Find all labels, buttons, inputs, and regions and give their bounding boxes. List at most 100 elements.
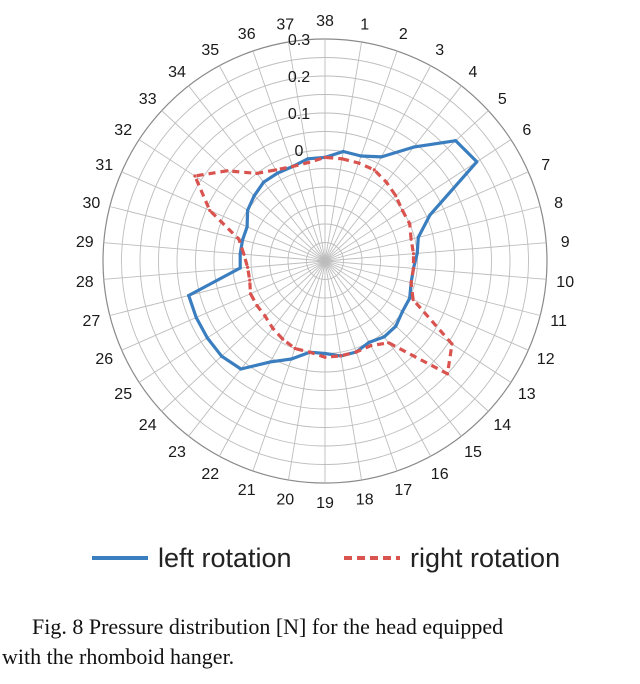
legend: left rotation right rotation bbox=[0, 536, 640, 580]
data-point-0-34 bbox=[275, 171, 280, 175]
data-point-0-25 bbox=[194, 315, 198, 320]
data-point-1-7 bbox=[409, 237, 413, 241]
category-label: 36 bbox=[238, 26, 256, 43]
data-point-0-36 bbox=[306, 157, 310, 161]
radial-tick-label: 0.3 bbox=[288, 32, 310, 49]
data-point-0-2 bbox=[379, 155, 383, 159]
category-label: 31 bbox=[95, 157, 113, 174]
category-label: 1 bbox=[360, 16, 369, 33]
data-point-0-22 bbox=[239, 367, 243, 371]
category-label: 13 bbox=[518, 386, 536, 403]
grid-spoke bbox=[324, 139, 512, 262]
grid-spoke bbox=[103, 260, 326, 280]
grid-spoke bbox=[288, 41, 326, 262]
grid-spoke bbox=[324, 85, 462, 262]
caption-line-1: Fig. 8 Pressure distribution [N] for the… bbox=[32, 614, 504, 639]
data-point-0-13 bbox=[394, 324, 398, 328]
category-label: 21 bbox=[238, 482, 256, 499]
data-point-1-11 bbox=[411, 298, 415, 302]
category-label: 35 bbox=[201, 42, 219, 59]
data-point-1-8 bbox=[411, 252, 416, 256]
data-point-0-5 bbox=[475, 160, 479, 164]
data-point-1-9 bbox=[411, 266, 416, 270]
category-label: 24 bbox=[139, 417, 157, 434]
data-point-1-0 bbox=[340, 157, 344, 161]
data-point-0-32 bbox=[252, 194, 256, 198]
data-point-0-27 bbox=[238, 266, 242, 270]
category-label: 14 bbox=[493, 417, 511, 434]
data-point-1-34 bbox=[274, 168, 278, 172]
radial-tick-label: 0 bbox=[295, 143, 304, 160]
category-label: 19 bbox=[316, 495, 334, 512]
data-point-1-36 bbox=[307, 160, 311, 165]
category-label: 37 bbox=[276, 16, 294, 33]
data-point-0-21 bbox=[268, 360, 272, 364]
category-label: 20 bbox=[276, 492, 294, 509]
data-point-0-18 bbox=[323, 351, 327, 356]
data-point-1-4 bbox=[394, 194, 398, 198]
category-label: 8 bbox=[554, 195, 563, 212]
category-label: 32 bbox=[114, 122, 132, 139]
data-point-0-29 bbox=[240, 238, 245, 242]
data-point-1-37 bbox=[323, 155, 327, 159]
data-point-0-0 bbox=[341, 149, 345, 154]
category-label: 3 bbox=[435, 42, 444, 59]
grid-spoke bbox=[324, 260, 547, 280]
data-point-1-5 bbox=[400, 208, 404, 212]
grid-spoke bbox=[121, 260, 326, 351]
legend-label-left-rotation: left rotation bbox=[158, 542, 292, 573]
legend-swatch-left-rotation bbox=[92, 556, 148, 560]
category-label: 10 bbox=[556, 274, 574, 291]
data-point-1-3 bbox=[384, 180, 388, 184]
data-point-1-19 bbox=[308, 350, 312, 354]
grid-spoke bbox=[161, 260, 326, 412]
grid-spoke bbox=[109, 206, 326, 262]
data-point-1-17 bbox=[339, 354, 343, 358]
grid-spoke bbox=[324, 260, 362, 481]
category-label: 25 bbox=[114, 386, 132, 403]
data-point-0-24 bbox=[205, 336, 209, 340]
data-point-1-6 bbox=[408, 222, 412, 226]
data-point-1-13 bbox=[445, 372, 450, 376]
category-label: 9 bbox=[561, 234, 570, 251]
radar-labels: 00.10.20.3123456789101112131415161718192… bbox=[76, 13, 574, 512]
grid-spoke bbox=[188, 260, 326, 437]
grid-spoke bbox=[121, 171, 326, 262]
category-label: 27 bbox=[83, 313, 101, 330]
data-point-1-32 bbox=[225, 169, 229, 173]
category-label: 12 bbox=[537, 351, 555, 368]
grid-spoke bbox=[324, 260, 462, 437]
grid-spoke bbox=[288, 260, 326, 481]
legend-item-left-rotation: left rotation bbox=[92, 536, 292, 580]
grid-spoke bbox=[218, 65, 326, 262]
data-point-1-2 bbox=[372, 168, 376, 172]
category-label: 28 bbox=[76, 274, 94, 291]
data-point-1-29 bbox=[237, 237, 241, 241]
data-point-1-22 bbox=[271, 326, 275, 330]
radial-tick-label: 0.1 bbox=[288, 106, 310, 123]
data-point-1-14 bbox=[387, 341, 391, 345]
data-point-1-24 bbox=[255, 303, 259, 308]
data-point-0-26 bbox=[187, 293, 191, 298]
data-point-1-16 bbox=[354, 350, 358, 354]
category-label: 11 bbox=[550, 313, 567, 330]
category-label: 30 bbox=[83, 195, 101, 212]
category-label: 22 bbox=[201, 466, 219, 483]
data-point-1-10 bbox=[409, 281, 413, 285]
data-point-1-31 bbox=[193, 174, 197, 178]
data-point-0-7 bbox=[416, 235, 420, 239]
grid-spoke bbox=[324, 65, 432, 262]
grid-spoke bbox=[324, 171, 529, 262]
data-point-0-12 bbox=[400, 310, 404, 314]
category-label: 23 bbox=[168, 444, 186, 461]
caption-line-2: with the rhomboid hanger. bbox=[2, 644, 235, 669]
radar-grid bbox=[102, 38, 548, 484]
data-point-1-20 bbox=[293, 346, 297, 351]
category-label: 2 bbox=[399, 26, 408, 43]
grid-spoke bbox=[324, 260, 432, 457]
radar-chart: 00.10.20.3123456789101112131415161718192… bbox=[76, 13, 574, 512]
grid-spoke bbox=[324, 260, 398, 472]
data-point-1-27 bbox=[246, 265, 250, 269]
data-point-1-35 bbox=[291, 164, 295, 169]
legend-label-right-rotation: right rotation bbox=[410, 542, 561, 573]
